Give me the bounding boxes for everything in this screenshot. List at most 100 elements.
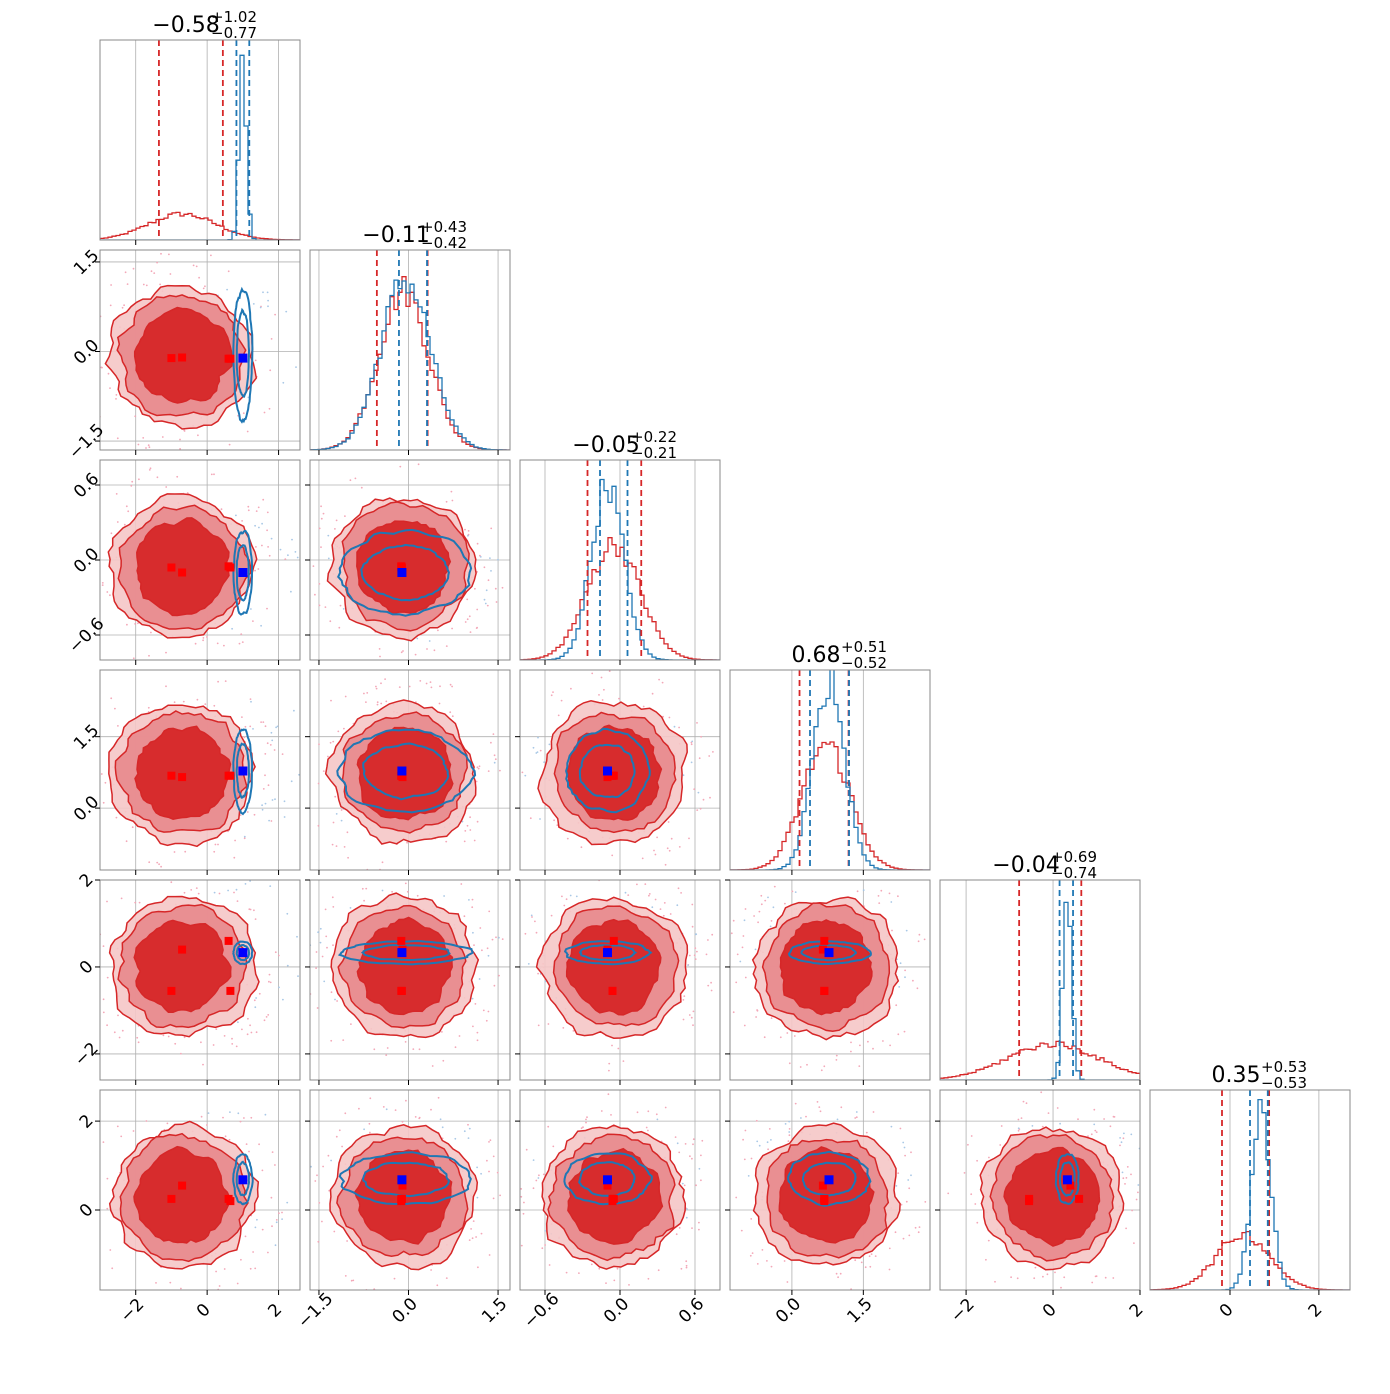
- scatter-point: [917, 1231, 920, 1234]
- panel-4-5: [935, 1089, 1148, 1295]
- scatter-point: [136, 1036, 139, 1039]
- scatter-point: [534, 920, 536, 923]
- scatter-point: [254, 569, 256, 572]
- scatter-point: [97, 752, 99, 754]
- title-plus: +0.69: [1051, 848, 1097, 866]
- scatter-point: [487, 1010, 490, 1013]
- scatter-point: [241, 641, 244, 643]
- scatter-point: [870, 1253, 873, 1255]
- scatter-point: [115, 398, 117, 400]
- scatter-point: [323, 784, 325, 786]
- scatter-point: [430, 686, 433, 689]
- scatter-point: [206, 636, 208, 638]
- scatter-point: [247, 1017, 249, 1020]
- scatter-point: [202, 637, 205, 639]
- x-tick-label: 2: [1305, 1300, 1327, 1322]
- scatter-point: [252, 303, 255, 305]
- blue-contour: [578, 1161, 636, 1198]
- scatter-point: [475, 1236, 477, 1238]
- scatter-point: [647, 1129, 649, 1132]
- scatter-point: [418, 1116, 421, 1119]
- red-marker: [397, 986, 406, 995]
- scatter-point: [743, 919, 746, 922]
- scatter-point: [490, 527, 493, 530]
- y-tick-label: −2: [71, 1039, 103, 1071]
- scatter-point: [688, 837, 690, 840]
- scatter-point: [274, 1244, 277, 1247]
- y-tick-label: 1.5: [70, 246, 103, 279]
- scatter-point: [387, 662, 389, 664]
- scatter-point: [137, 622, 139, 625]
- scatter-point: [488, 1141, 490, 1143]
- scatter-point: [535, 1179, 538, 1182]
- scatter-point: [767, 896, 769, 899]
- scatter-point: [479, 556, 482, 558]
- scatter-point: [596, 877, 598, 879]
- scatter-point: [245, 1143, 248, 1145]
- red-contour: [133, 1145, 231, 1244]
- scatter-point: [486, 1159, 488, 1162]
- blue-histogram: [310, 279, 510, 450]
- blue-contour: [235, 307, 251, 398]
- scatter-point: [492, 1197, 495, 1200]
- blue-contour: [235, 1160, 251, 1197]
- scatter-point: [318, 527, 321, 530]
- scatter-point: [381, 861, 384, 864]
- scatter-point: [547, 1023, 550, 1025]
- scatter-point: [1113, 1116, 1116, 1118]
- scatter-point: [224, 1135, 227, 1138]
- scatter-point: [264, 1113, 267, 1116]
- scatter-point: [1120, 1141, 1123, 1144]
- scatter-point: [888, 892, 891, 895]
- red-marker: [397, 563, 406, 572]
- scatter-point: [303, 989, 305, 991]
- scatter-point: [647, 874, 649, 876]
- scatter-point: [755, 1016, 757, 1018]
- scatter-point: [1146, 1181, 1148, 1183]
- scatter-point: [501, 938, 504, 940]
- scatter-point: [350, 1023, 352, 1025]
- scatter-point: [494, 758, 497, 761]
- scatter-point: [816, 1101, 819, 1103]
- scatter-point: [223, 1035, 226, 1037]
- scatter-point: [680, 1267, 683, 1270]
- scatter-point: [321, 1220, 323, 1223]
- scatter-point: [477, 767, 480, 770]
- scatter-point: [365, 701, 367, 703]
- scatter-point: [255, 1031, 258, 1034]
- scatter-point: [970, 1135, 973, 1137]
- scatter-point: [173, 701, 176, 704]
- scatter-point: [636, 883, 638, 886]
- scatter-point: [557, 714, 560, 717]
- scatter-point: [324, 908, 327, 911]
- scatter-point: [976, 1159, 978, 1162]
- scatter-point: [201, 662, 203, 664]
- scatter-point: [202, 639, 205, 642]
- scatter-point: [153, 272, 156, 274]
- red-marker: [818, 945, 827, 954]
- scatter-point: [286, 1201, 289, 1204]
- scatter-point: [318, 604, 321, 607]
- red-marker: [608, 986, 617, 995]
- panel-3-5: [725, 1089, 931, 1295]
- scatter-point: [666, 847, 669, 850]
- scatter-point: [95, 1216, 97, 1218]
- scatter-point: [1094, 1129, 1097, 1132]
- scatter-point: [244, 725, 247, 728]
- scatter-point: [912, 979, 914, 982]
- scatter-point: [618, 697, 620, 700]
- blue-contour: [1054, 1153, 1080, 1206]
- scatter-point: [267, 546, 269, 548]
- red-marker: [178, 773, 187, 782]
- scatter-point: [305, 1161, 307, 1163]
- scatter-point: [898, 986, 901, 988]
- scatter-point: [332, 821, 335, 824]
- scatter-point: [676, 904, 679, 907]
- scatter-point: [317, 931, 319, 934]
- scatter-point: [678, 726, 680, 729]
- blue-marker: [397, 1175, 407, 1185]
- scatter-point: [426, 648, 428, 650]
- scatter-point: [472, 1220, 475, 1222]
- title-minus: −0.42: [421, 234, 467, 252]
- scatter-point: [125, 840, 128, 843]
